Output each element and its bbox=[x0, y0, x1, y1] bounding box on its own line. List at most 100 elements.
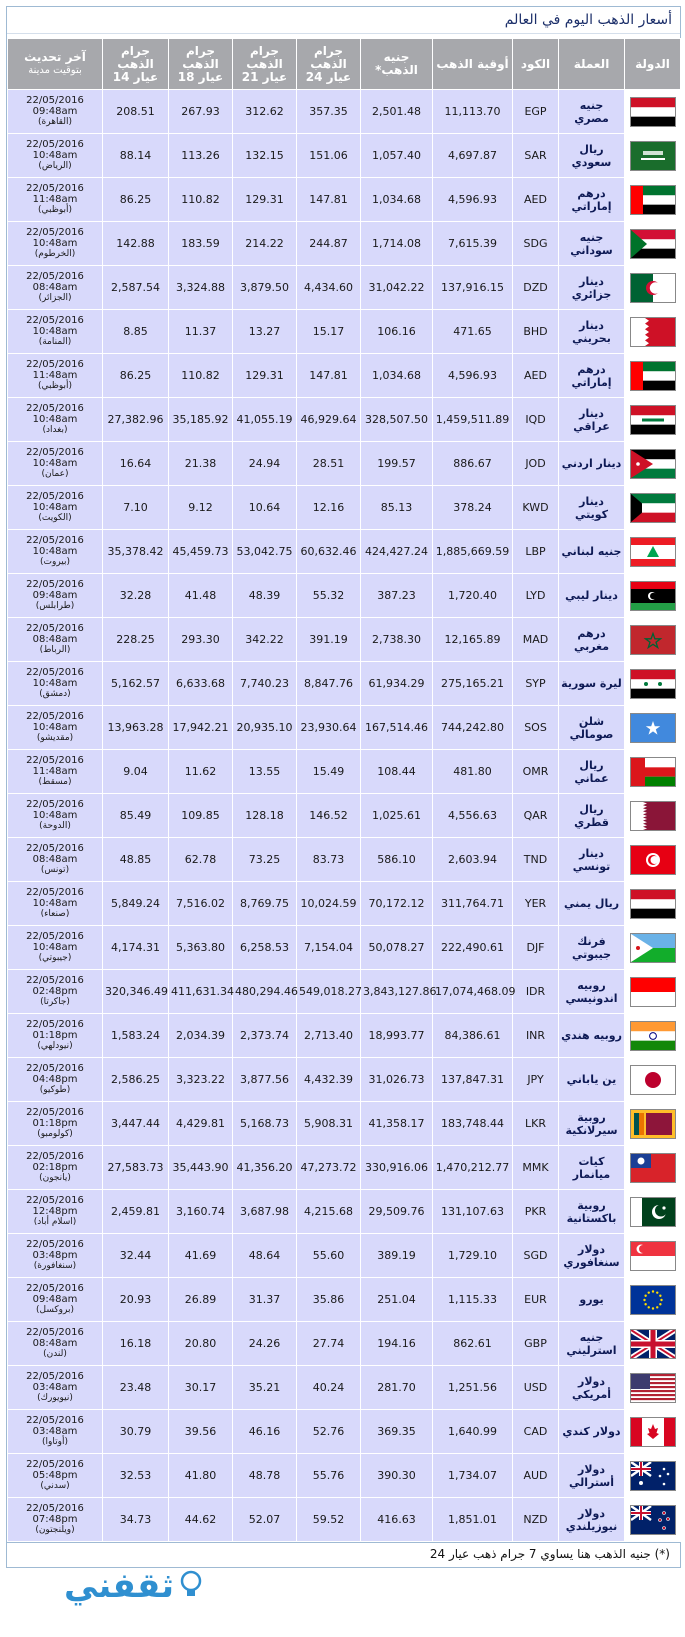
update-date: 22/05/2016 bbox=[26, 315, 84, 326]
price-g18: 267.93 bbox=[168, 89, 233, 134]
table-row: ريال قطري QAR 4,556.63 1,025.61 146.52 128.18… bbox=[7, 793, 681, 838]
country-flag-cell bbox=[624, 969, 681, 1014]
price-pound: 390.30 bbox=[360, 1453, 433, 1498]
price-pound: 61,934.29 bbox=[360, 661, 433, 706]
syria-flag bbox=[629, 668, 676, 699]
currency-name: شلن صومالي bbox=[558, 705, 625, 750]
update-city: (يانجون) bbox=[39, 1173, 71, 1183]
price-ounce: 471.65 bbox=[432, 309, 513, 354]
singapore-flag bbox=[629, 1240, 676, 1271]
last-updated: 22/05/2016 03:48am (أوتاوا) bbox=[7, 1409, 103, 1454]
eu-flag bbox=[629, 1284, 676, 1315]
update-time: 05:48pm bbox=[32, 1470, 78, 1481]
price-g14: 2,587.54 bbox=[102, 265, 169, 310]
table-row: درهم إماراتي AED 4,596.93 1,034.68 147.81 129… bbox=[7, 177, 681, 222]
table-row: جنيه استرليني GBP 862.61 194.16 27.74 24.26 20… bbox=[7, 1321, 681, 1366]
jordan-flag bbox=[629, 448, 676, 479]
algeria-flag bbox=[629, 272, 676, 303]
japan-flag bbox=[629, 1064, 676, 1095]
price-g18: 293.30 bbox=[168, 617, 233, 662]
price-pound: 199.57 bbox=[360, 441, 433, 486]
update-time: 10:48am bbox=[32, 502, 78, 513]
price-g21: 129.31 bbox=[232, 177, 297, 222]
country-flag-cell bbox=[624, 397, 681, 442]
price-g24: 7,154.04 bbox=[296, 925, 361, 970]
price-g18: 7,516.02 bbox=[168, 881, 233, 926]
price-g21: 8,769.75 bbox=[232, 881, 297, 926]
currency-name: روبيه اندونيسي bbox=[558, 969, 625, 1014]
currency-name: جنيه مصري bbox=[558, 89, 625, 134]
price-ounce: 12,165.89 bbox=[432, 617, 513, 662]
update-time: 07:48pm bbox=[32, 1514, 78, 1525]
last-updated: 22/05/2016 12:48pm (اسلام أباد) bbox=[7, 1189, 103, 1234]
table-row: دينار كويتي KWD 378.24 85.13 12.16 10.64 9.12 7… bbox=[7, 485, 681, 530]
update-date: 22/05/2016 bbox=[26, 975, 84, 986]
price-pound: 31,042.22 bbox=[360, 265, 433, 310]
last-updated: 22/05/2016 08:48am (لندن) bbox=[7, 1321, 103, 1366]
price-g24: 55.32 bbox=[296, 573, 361, 618]
currency-name: دينار جزائري bbox=[558, 265, 625, 310]
update-date: 22/05/2016 bbox=[26, 931, 84, 942]
price-pound: 3,843,127.86 bbox=[360, 969, 436, 1014]
last-updated: 22/05/2016 08:48am (تونس) bbox=[7, 837, 103, 882]
price-g18: 39.56 bbox=[168, 1409, 233, 1454]
price-g21: 13.27 bbox=[232, 309, 297, 354]
price-pound: 85.13 bbox=[360, 485, 433, 530]
price-g21: 48.64 bbox=[232, 1233, 297, 1278]
indonesia-flag bbox=[629, 976, 676, 1007]
egypt-flag bbox=[629, 96, 676, 127]
price-pound: 424,427.24 bbox=[360, 529, 433, 574]
price-pound: 328,507.50 bbox=[360, 397, 433, 442]
price-g21: 6,258.53 bbox=[232, 925, 297, 970]
update-city: (أوتاوا) bbox=[42, 1437, 68, 1447]
last-updated: 22/05/2016 02:18pm (يانجون) bbox=[7, 1145, 103, 1190]
site-logo[interactable]: ثقفني bbox=[14, 1560, 204, 1620]
price-g18: 3,324.88 bbox=[168, 265, 233, 310]
update-time: 10:48am bbox=[32, 942, 78, 953]
update-time: 10:48am bbox=[32, 898, 78, 909]
update-time: 08:48am bbox=[32, 634, 78, 645]
country-flag-cell bbox=[624, 1409, 681, 1454]
price-g18: 110.82 bbox=[168, 177, 233, 222]
price-g14: 32.53 bbox=[102, 1453, 169, 1498]
currency-code: SDG bbox=[512, 221, 559, 266]
price-pound: 18,993.77 bbox=[360, 1013, 433, 1058]
price-g14: 20.93 bbox=[102, 1277, 169, 1322]
price-g21: 13.55 bbox=[232, 749, 297, 794]
country-flag-cell bbox=[624, 1189, 681, 1234]
currency-name: ليرة سورية bbox=[558, 661, 625, 706]
update-city: (القاهرة) bbox=[38, 117, 72, 127]
price-g14: 5,162.57 bbox=[102, 661, 169, 706]
price-g18: 45,459.73 bbox=[168, 529, 233, 574]
price-pound: 194.16 bbox=[360, 1321, 433, 1366]
price-g18: 30.17 bbox=[168, 1365, 233, 1410]
table-row: فرنك جيبوتي DJF 222,490.61 50,078.27 7,154.0… bbox=[7, 925, 681, 970]
price-pound: 1,025.61 bbox=[360, 793, 433, 838]
page-title: أسعار الذهب اليوم في العالم bbox=[7, 7, 680, 34]
price-g18: 5,363.80 bbox=[168, 925, 233, 970]
last-updated: 22/05/2016 07:48pm (ويلنجتون) bbox=[7, 1497, 103, 1542]
last-updated: 22/05/2016 10:48am (جيبوتي) bbox=[7, 925, 103, 970]
price-pound: 281.70 bbox=[360, 1365, 433, 1410]
price-g14: 85.49 bbox=[102, 793, 169, 838]
update-time: 03:48pm bbox=[32, 1250, 78, 1261]
price-g21: 312.62 bbox=[232, 89, 297, 134]
currency-name: جنيه لبناني bbox=[558, 529, 625, 574]
update-date: 22/05/2016 bbox=[26, 1459, 84, 1470]
price-g21: 35.21 bbox=[232, 1365, 297, 1410]
price-g24: 59.52 bbox=[296, 1497, 361, 1542]
update-time: 01:18pm bbox=[32, 1030, 78, 1041]
header-updated-label: آخر تحديث bbox=[24, 50, 86, 64]
price-g21: 46.16 bbox=[232, 1409, 297, 1454]
price-g14: 5,849.24 bbox=[102, 881, 169, 926]
currency-name: دينار عراقي bbox=[558, 397, 625, 442]
country-flag-cell bbox=[624, 1101, 681, 1146]
country-flag-cell bbox=[624, 1277, 681, 1322]
update-date: 22/05/2016 bbox=[26, 887, 84, 898]
country-flag-cell bbox=[624, 1365, 681, 1410]
currency-code: JOD bbox=[512, 441, 559, 486]
price-g18: 41.69 bbox=[168, 1233, 233, 1278]
update-date: 22/05/2016 bbox=[26, 227, 84, 238]
table-row: كيات ميانمار MMK 1,470,212.77 330,916.06 47,… bbox=[7, 1145, 681, 1190]
update-date: 22/05/2016 bbox=[26, 1107, 84, 1118]
